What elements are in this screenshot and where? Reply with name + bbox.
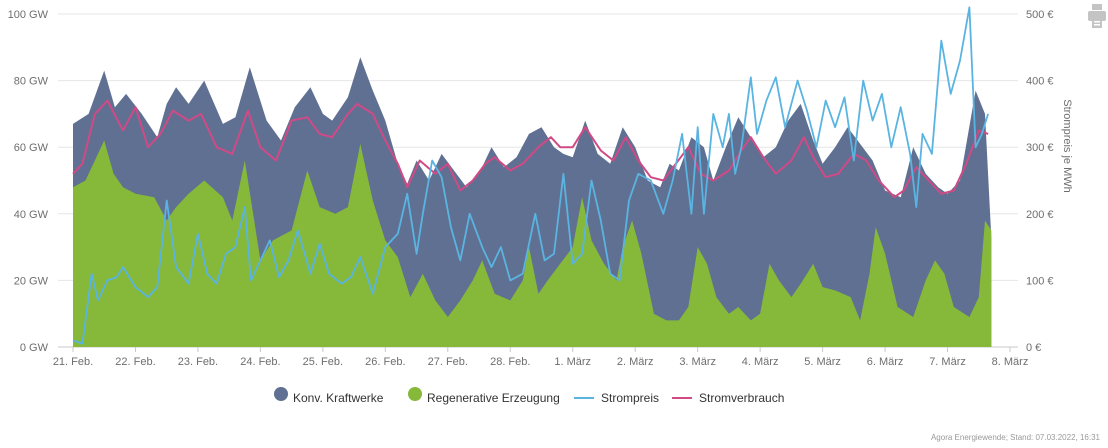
x-tick-label: 6. März (867, 356, 904, 368)
x-tick-label: 28. Feb. (490, 356, 530, 368)
x-axis: 21. Feb. 22. Feb. 23. Feb. 24. Feb. 25. Feb.… (53, 347, 1029, 368)
line-series (72, 6, 989, 345)
y-axis-right-title: Strompreis je MWh (1061, 99, 1073, 193)
x-tick-label: 7. März (929, 356, 966, 368)
printer-icon[interactable] (1088, 4, 1106, 28)
x-tick-label: 23. Feb. (178, 356, 218, 368)
y-right-tick-label: 0 € (1026, 342, 1041, 354)
legend-item[interactable]: Konv. Kraftwerke (274, 387, 384, 405)
x-tick-label: 1. März (554, 356, 591, 368)
y-axis-left: 0 GW 20 GW 40 GW 60 GW 80 GW 100 GW (8, 9, 49, 354)
legend-symbol (408, 387, 422, 401)
legend: Konv. Kraftwerke Regenerative Erzeugung St… (274, 387, 784, 405)
y-left-tick-label: 100 GW (8, 9, 49, 21)
series-area-regenerative-erzeugung (73, 140, 992, 347)
legend-label: Stromverbrauch (699, 391, 784, 405)
x-tick-label: 4. März (742, 356, 779, 368)
x-tick-label: 22. Feb. (115, 356, 155, 368)
x-tick-label: 27. Feb. (428, 356, 468, 368)
y-left-tick-label: 80 GW (14, 76, 49, 88)
y-right-tick-label: 200 € (1026, 209, 1054, 221)
x-tick-label: 2. März (617, 356, 654, 368)
legend-label: Strompreis (601, 391, 659, 405)
x-tick-label: 21. Feb. (53, 356, 93, 368)
source-credit: Agora Energiewende; Stand: 07.03.2022, 1… (931, 433, 1101, 442)
x-tick-label: 26. Feb. (365, 356, 405, 368)
y-axis-right: 0 € 100 € 200 € 300 € 400 € 500 € (1026, 9, 1054, 354)
y-left-tick-label: 40 GW (14, 209, 49, 221)
legend-label: Regenerative Erzeugung (427, 391, 560, 405)
y-right-tick-label: 100 € (1026, 275, 1054, 287)
x-tick-label: 5. März (804, 356, 841, 368)
legend-item[interactable]: Stromverbrauch (672, 391, 784, 405)
y-left-tick-label: 0 GW (20, 342, 49, 354)
y-right-tick-label: 300 € (1026, 142, 1054, 154)
x-tick-label: 3. März (679, 356, 716, 368)
x-tick-label: 25. Feb. (303, 356, 343, 368)
x-tick-label: 24. Feb. (240, 356, 280, 368)
series-line-strompreis (72, 6, 989, 345)
x-tick-label: 8. März (992, 356, 1029, 368)
area-series (73, 57, 992, 348)
legend-symbol (274, 387, 288, 401)
series-line-stromverbrauch (72, 99, 989, 199)
y-right-tick-label: 400 € (1026, 76, 1054, 88)
legend-item[interactable]: Strompreis (574, 391, 659, 405)
legend-item[interactable]: Regenerative Erzeugung (408, 387, 560, 405)
y-left-tick-label: 20 GW (14, 275, 49, 287)
y-right-tick-label: 500 € (1026, 9, 1054, 21)
legend-label: Konv. Kraftwerke (293, 391, 384, 405)
y-left-tick-label: 60 GW (14, 142, 49, 154)
